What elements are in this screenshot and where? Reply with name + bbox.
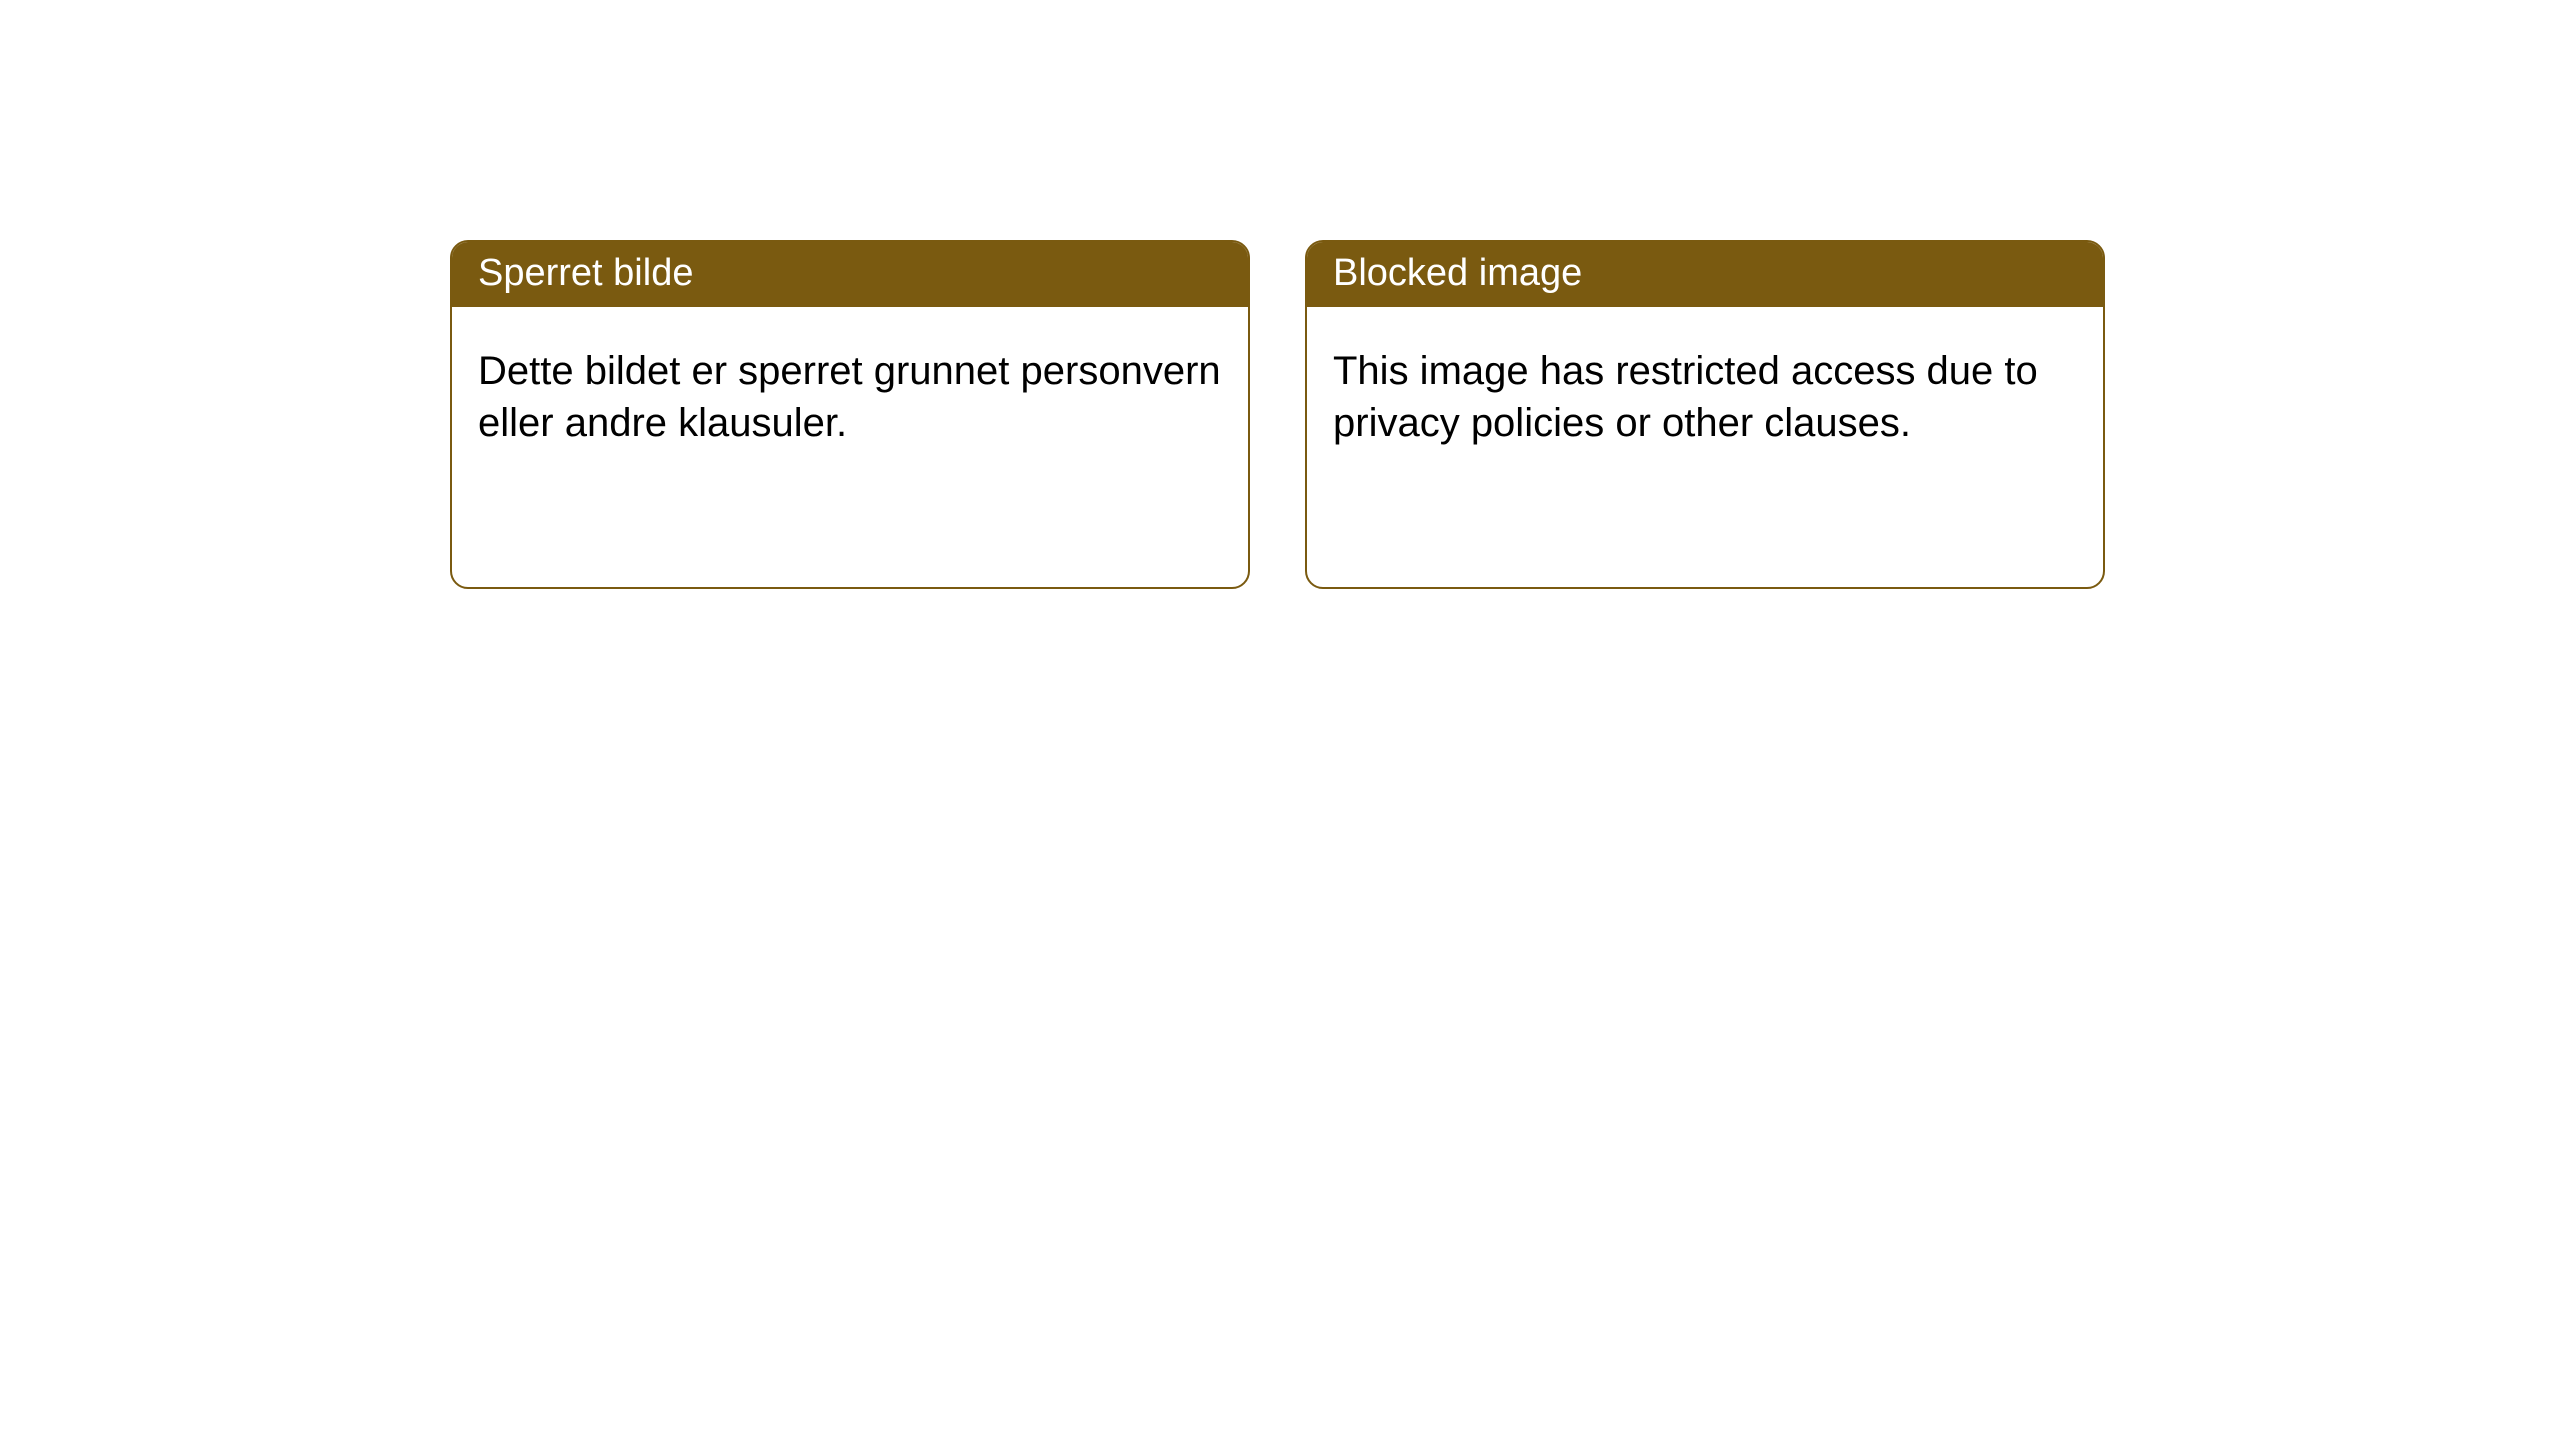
notice-title: Blocked image <box>1333 252 1582 294</box>
notice-body-text: Dette bildet er sperret grunnet personve… <box>478 349 1221 445</box>
notice-header: Blocked image <box>1307 242 2103 307</box>
notice-box-norwegian: Sperret bilde Dette bildet er sperret gr… <box>450 240 1250 589</box>
notice-body: Dette bildet er sperret grunnet personve… <box>452 307 1248 587</box>
notice-header: Sperret bilde <box>452 242 1248 307</box>
notice-container: Sperret bilde Dette bildet er sperret gr… <box>450 240 2105 589</box>
notice-body-text: This image has restricted access due to … <box>1333 349 2038 445</box>
notice-box-english: Blocked image This image has restricted … <box>1305 240 2105 589</box>
notice-title: Sperret bilde <box>478 252 693 294</box>
notice-body: This image has restricted access due to … <box>1307 307 2103 587</box>
